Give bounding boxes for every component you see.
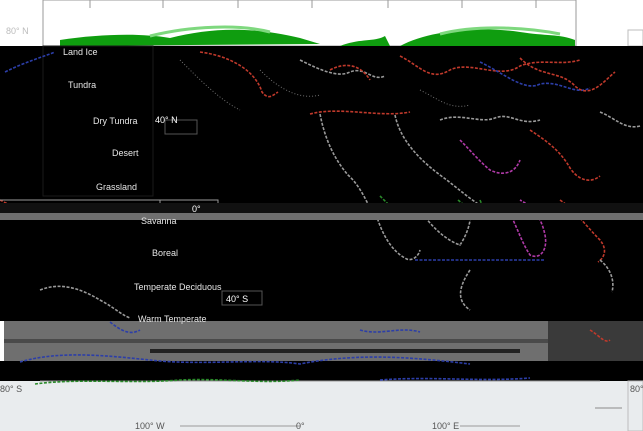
southern-black-strip [0, 361, 643, 381]
lat-frame-40s [221, 290, 263, 306]
lat-label-80s-left: 80° S [0, 384, 23, 394]
right-frame-bottom [627, 380, 643, 431]
southern-dark-block [548, 321, 643, 361]
legend-item-desert: Desert [112, 148, 139, 158]
legend-item-savanna: Savanna [141, 216, 177, 226]
southern-dark-line [150, 349, 520, 353]
coastline-paths [0, 51, 641, 319]
southern-grey-stripe [4, 339, 643, 343]
lon-label-100w: 100° W [135, 421, 165, 431]
lat-label-80s-right: 80° S [630, 384, 643, 394]
legend-item-warm-temperate: Warm Temperate [138, 314, 207, 324]
legend-item-land-ice: Land Ice [63, 47, 98, 57]
lat-label-80n: 80° N [6, 26, 29, 36]
arctic-vegetation-highlight [149, 25, 271, 38]
antarctic-lower-coast [34, 377, 531, 385]
lon-label-100e: 100° E [432, 421, 460, 431]
antarctic-coast [19, 321, 611, 365]
lat-label-40n: 40° N [155, 115, 178, 125]
inland-features [179, 59, 471, 111]
arctic-island [340, 36, 390, 46]
lat-label-40s: 40° S [226, 294, 249, 304]
legend-item-tundra: Tundra [68, 80, 97, 90]
equatorial-dark-band [0, 203, 643, 213]
legend-item-grassland: Grassland [96, 182, 138, 192]
arctic-vegetation-east-highlight [439, 26, 561, 36]
legend-item-temperate-deciduous: Temperate Deciduous [134, 282, 222, 292]
bottom-light-area [0, 381, 643, 431]
arctic-vegetation-west [60, 29, 320, 46]
top-graticule [89, 0, 537, 8]
legend-item-boreal: Boreal [152, 248, 179, 258]
lat-label-equator: 0° [192, 204, 201, 214]
legend-panel [42, 45, 154, 197]
legend-item-dry-tundra: Dry Tundra [93, 116, 138, 126]
lon-label-0: 0° [296, 421, 305, 431]
lat-frame-40n [164, 119, 198, 135]
equatorial-grey-band [0, 212, 643, 220]
